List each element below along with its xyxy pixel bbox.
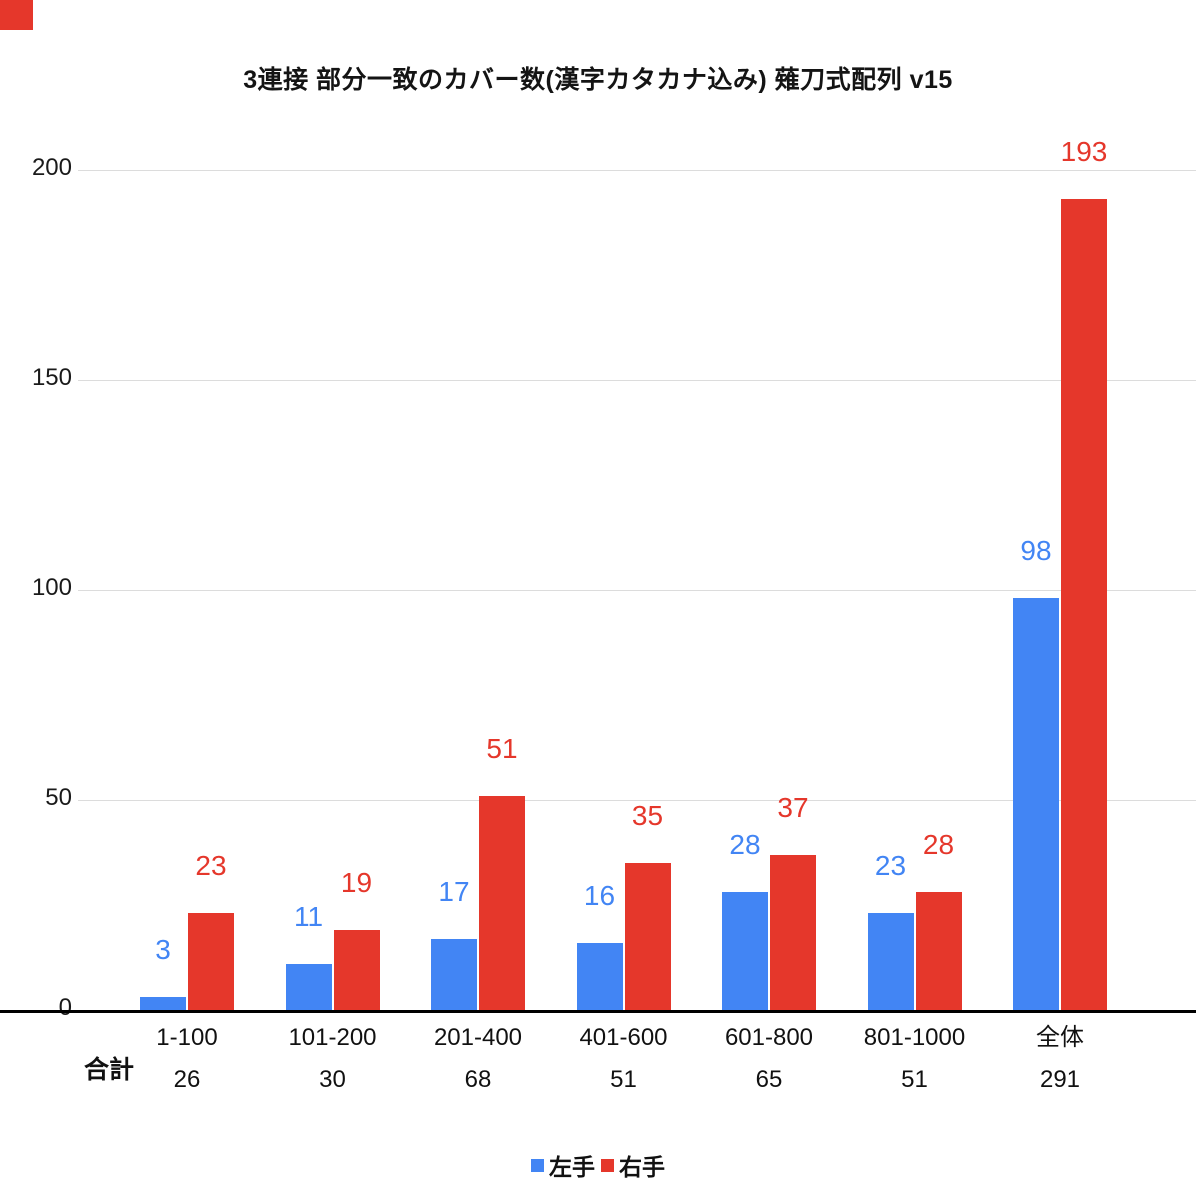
- totals-row-header: 合計: [84, 1056, 135, 1084]
- bar-value-left-hand-cat4: 28: [729, 829, 761, 861]
- bar-right-hand-cat4: [770, 854, 816, 1010]
- total-value-3: 51: [610, 1066, 637, 1093]
- gridline-150: [78, 379, 1196, 381]
- legend-swatch-left-hand: [531, 1158, 544, 1172]
- bar-value-left-hand-cat6: 98: [1020, 535, 1052, 567]
- bar-value-left-hand-cat3: 16: [583, 879, 616, 911]
- bar-left-hand-cat4: [722, 892, 768, 1010]
- x-axis-category-3: 401-600: [579, 1024, 668, 1051]
- bar-left-hand-cat5: [867, 913, 914, 1010]
- x-axis-category-1: 101-200: [288, 1024, 377, 1051]
- bar-right-hand-cat6: [1061, 199, 1107, 1010]
- bar-value-left-hand-cat1: 11: [293, 900, 324, 932]
- chart-title: 3連接 部分一致のカバー数(漢字カタカナ込み) 薙刀式配列 v15: [243, 66, 953, 94]
- bar-left-hand-cat6: [1013, 598, 1059, 1010]
- y-axis-tick-150: 150: [31, 364, 72, 391]
- legend-label-right-hand: 右手: [619, 1154, 665, 1180]
- bar-left-hand-cat2: [431, 938, 477, 1010]
- x-axis-line: [0, 1010, 1196, 1013]
- legend-item-right-hand: 右手: [601, 1148, 665, 1182]
- bar-left-hand-cat1: [285, 963, 332, 1010]
- bar-value-right-hand-cat6: 193: [1060, 136, 1108, 168]
- y-axis-tick-50: 50: [45, 784, 72, 811]
- bar-left-hand-cat3: [576, 942, 623, 1010]
- legend-swatch-right-hand: [601, 1158, 614, 1172]
- total-value-1: 30: [319, 1066, 346, 1093]
- total-value-2: 68: [464, 1066, 492, 1093]
- x-axis-category-6: 全体: [1036, 1024, 1084, 1051]
- gridline-200: [78, 169, 1196, 171]
- legend: 左手 右手: [0, 1148, 1196, 1182]
- total-value-5: 51: [901, 1066, 928, 1093]
- legend-item-left-hand: 左手: [531, 1148, 595, 1182]
- bar-value-right-hand-cat4: 37: [777, 791, 809, 823]
- bar-value-right-hand-cat3: 35: [631, 800, 664, 831]
- bar-right-hand-cat5: [915, 892, 962, 1010]
- bar-right-hand-cat2: [479, 795, 525, 1010]
- total-value-0: 26: [173, 1066, 201, 1093]
- x-axis-category-0: 1-100: [156, 1024, 218, 1051]
- bar-right-hand-cat1: [333, 930, 380, 1010]
- bar-value-left-hand-cat0: 3: [155, 934, 171, 966]
- y-axis-tick-0: 0: [58, 994, 72, 1021]
- gridline-50: [78, 799, 1196, 801]
- bar-right-hand-cat3: [624, 863, 671, 1010]
- x-axis-category-5: 801-1000: [863, 1024, 966, 1051]
- bar-left-hand-cat0: [140, 997, 186, 1010]
- bar-value-right-hand-cat0: 23: [195, 850, 227, 882]
- y-axis-tick-200: 200: [31, 154, 72, 181]
- legend-label-left-hand: 左手: [549, 1154, 595, 1180]
- corner-marker: [0, 0, 33, 30]
- total-value-6: 291: [1039, 1066, 1081, 1093]
- x-axis-category-4: 601-800: [724, 1024, 814, 1051]
- bar-value-left-hand-cat2: 17: [438, 875, 470, 907]
- bar-value-left-hand-cat5: 23: [874, 850, 907, 882]
- bar-value-right-hand-cat2: 51: [486, 732, 518, 764]
- total-value-4: 65: [755, 1066, 783, 1093]
- bar-right-hand-cat0: [188, 913, 234, 1010]
- x-axis-category-2: 201-400: [433, 1024, 523, 1051]
- bar-value-right-hand-cat1: 19: [340, 867, 373, 899]
- bar-value-right-hand-cat5: 28: [922, 829, 955, 861]
- gridline-100: [78, 589, 1196, 591]
- y-axis-tick-100: 100: [31, 574, 72, 601]
